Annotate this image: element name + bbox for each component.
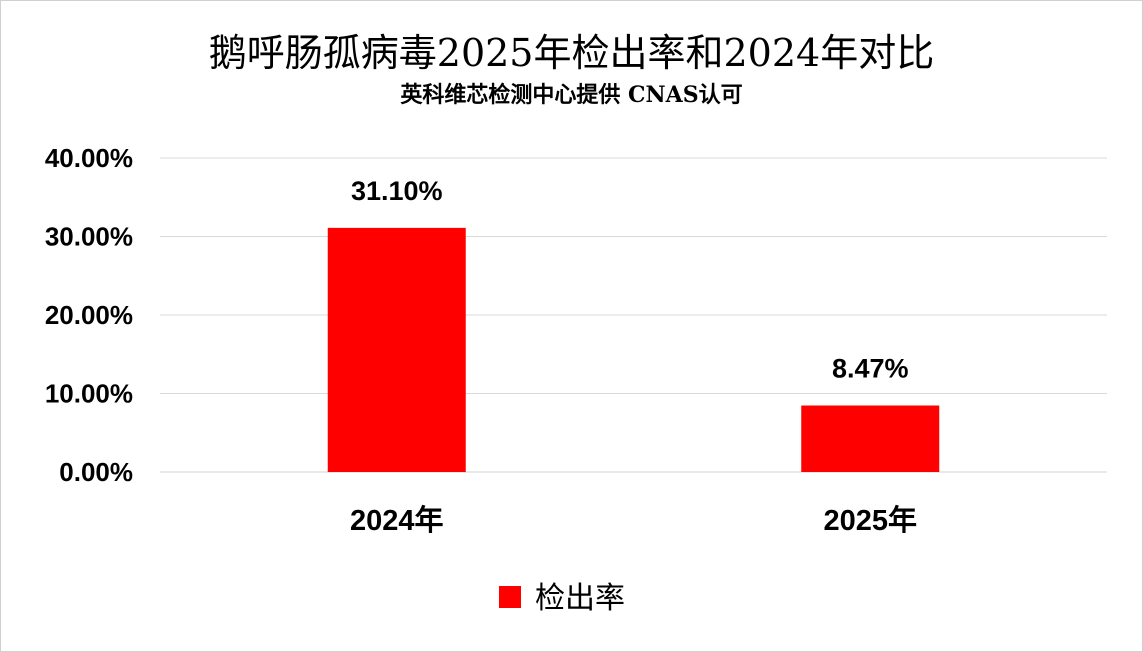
- legend-swatch: [499, 586, 521, 608]
- data-label: 31.10%: [351, 176, 443, 206]
- x-tick-label: 2024年: [350, 503, 444, 537]
- y-tick-label: 20.00%: [45, 300, 133, 330]
- y-tick-label: 10.00%: [45, 379, 133, 409]
- chart-subtitle: 英科维芯检测中心提供 CNAS认可: [400, 82, 743, 108]
- y-tick-label: 30.00%: [45, 222, 133, 252]
- y-tick-label: 40.00%: [45, 143, 133, 173]
- legend-label: 检出率: [535, 582, 625, 615]
- data-label: 8.47%: [832, 354, 909, 384]
- bar-2024年: [327, 227, 466, 472]
- x-tick-label: 2025年: [823, 503, 917, 537]
- y-tick-label: 0.00%: [59, 457, 133, 487]
- chart-title: 鹅呼肠孤病毒2025年检出率和2024年对比: [208, 31, 935, 75]
- bar-2025年: [801, 405, 940, 472]
